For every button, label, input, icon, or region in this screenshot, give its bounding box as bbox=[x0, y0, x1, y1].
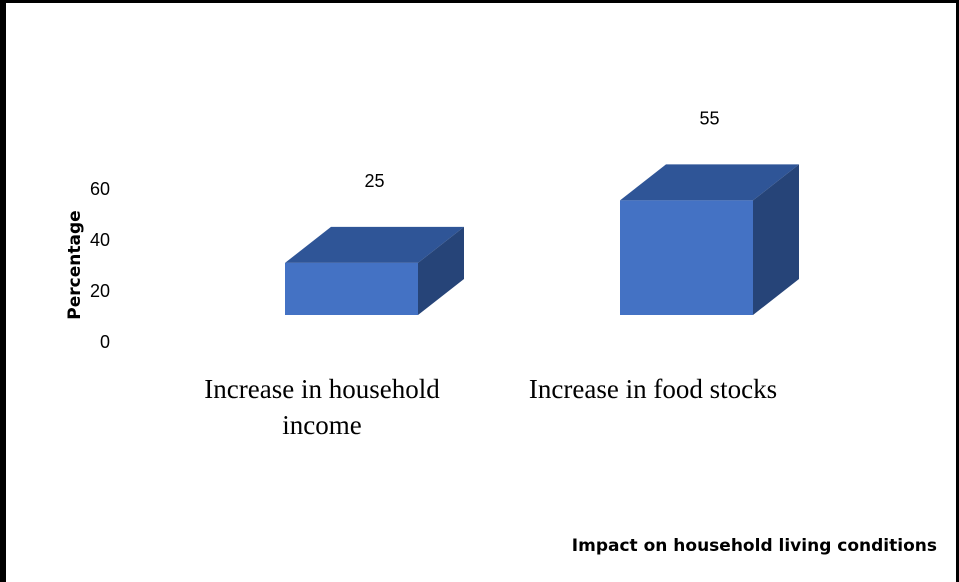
category-label: Increase in food stocks bbox=[529, 374, 777, 404]
y-tick-label: 60 bbox=[90, 179, 110, 199]
bar bbox=[620, 164, 799, 315]
data-label: 25 bbox=[364, 171, 384, 191]
y-tick-label: 0 bbox=[100, 332, 110, 352]
x-axis-title: Impact on household living conditions bbox=[572, 536, 937, 556]
bar-front-face bbox=[285, 262, 418, 315]
category-label: Increase in household bbox=[204, 374, 440, 404]
bar-front-face bbox=[620, 200, 753, 315]
y-axis-ticks: 0 20 40 60 bbox=[90, 179, 110, 352]
data-label: 55 bbox=[699, 108, 719, 128]
y-axis-label: Percentage bbox=[65, 210, 85, 319]
bar bbox=[285, 226, 464, 315]
category-labels: Increase in household income Increase in f… bbox=[204, 374, 777, 440]
data-labels: 25 55 bbox=[364, 108, 719, 191]
bar-top-face bbox=[285, 226, 464, 263]
bars bbox=[285, 164, 799, 315]
category-label: income bbox=[282, 410, 361, 440]
y-tick-label: 40 bbox=[90, 230, 110, 250]
y-tick-label: 20 bbox=[90, 281, 110, 301]
bar-side-face bbox=[753, 164, 799, 315]
bar-top-face bbox=[620, 164, 799, 201]
bar-side-face bbox=[418, 226, 464, 315]
